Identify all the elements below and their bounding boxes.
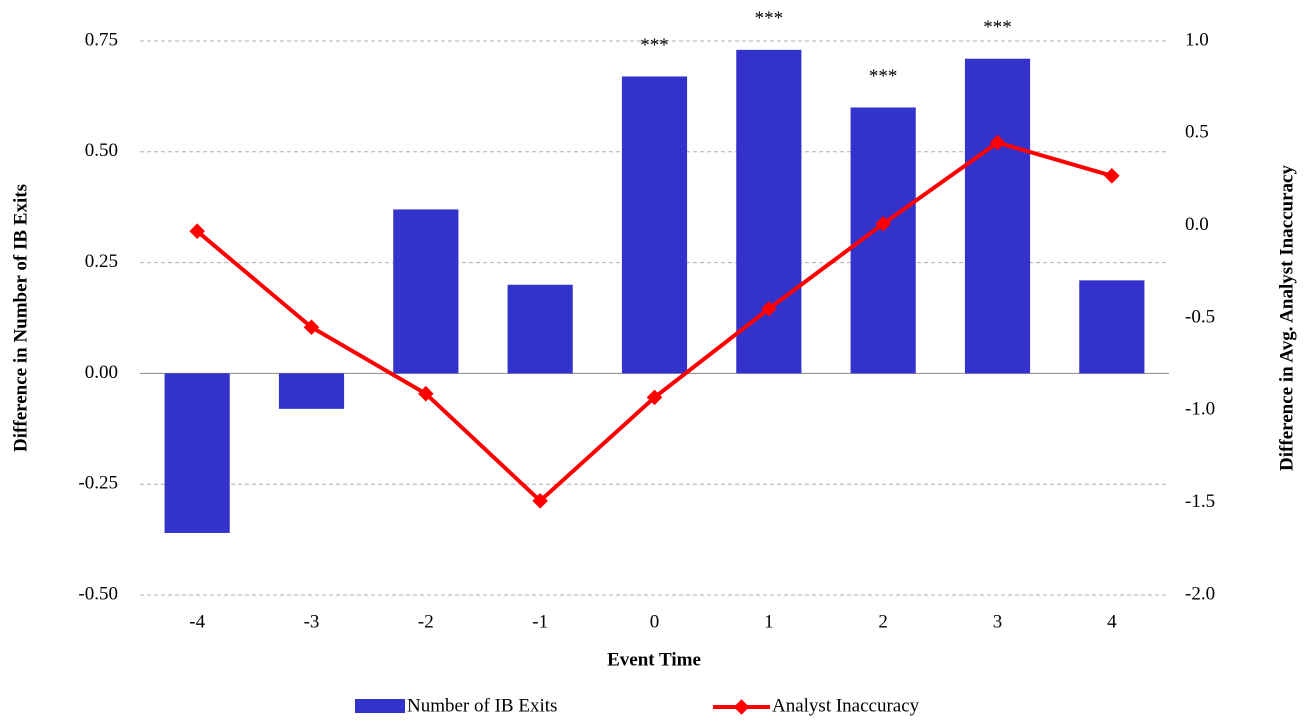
x-tick-label: -3: [304, 611, 320, 632]
annotation: ***: [869, 66, 898, 87]
bar: [393, 209, 459, 374]
annotation: ***: [983, 17, 1012, 38]
bar: [736, 49, 802, 374]
bar: [507, 284, 573, 374]
y-tick-label: -0.50: [78, 583, 118, 604]
y2-tick-label: 0.0: [1185, 214, 1209, 235]
legend-label: Number of IB Exits: [407, 695, 557, 716]
legend-label: Analyst Inaccuracy: [772, 695, 920, 716]
y2-tick-label: -1.0: [1185, 399, 1215, 420]
x-tick-label: -2: [418, 611, 434, 632]
y-tick-label: 0.00: [85, 362, 118, 383]
annotation: ***: [755, 8, 784, 29]
x-tick-label: -1: [532, 611, 548, 632]
x-tick-label: 0: [650, 611, 660, 632]
y2-tick-label: -2.0: [1185, 583, 1215, 604]
y-tick-label: -0.25: [78, 473, 118, 494]
x-tick-label: -4: [189, 611, 205, 632]
y2-tick-label: 0.5: [1185, 122, 1209, 143]
x-tick-label: 3: [993, 611, 1003, 632]
legend-swatch: [355, 699, 405, 713]
y2-axis-label: Difference in Avg. Analyst Inaccuracy: [1276, 165, 1297, 471]
legend-marker: [733, 699, 750, 715]
y2-tick-label: 1.0: [1185, 29, 1209, 50]
marker: [189, 223, 205, 239]
y-tick-label: 0.75: [85, 29, 118, 50]
y2-tick-label: -1.5: [1185, 491, 1215, 512]
marker: [1104, 168, 1120, 184]
marker: [989, 134, 1006, 151]
bar: [278, 373, 345, 409]
bar: [964, 58, 1031, 374]
x-axis-label: Event Time: [607, 649, 701, 670]
x-tick-label: 4: [1107, 611, 1117, 632]
y-tick-label: 0.50: [85, 140, 118, 161]
bar: [164, 373, 230, 533]
y-tick-label: 0.25: [85, 251, 118, 272]
x-tick-label: 2: [878, 611, 888, 632]
bar: [1079, 280, 1145, 374]
bar: [621, 76, 688, 374]
marker: [875, 216, 891, 232]
annotation: ***: [640, 35, 669, 56]
x-tick-label: 1: [764, 611, 774, 632]
y-axis-label: Difference in Number of IB Exits: [10, 184, 31, 452]
y2-tick-label: -0.5: [1185, 306, 1215, 327]
